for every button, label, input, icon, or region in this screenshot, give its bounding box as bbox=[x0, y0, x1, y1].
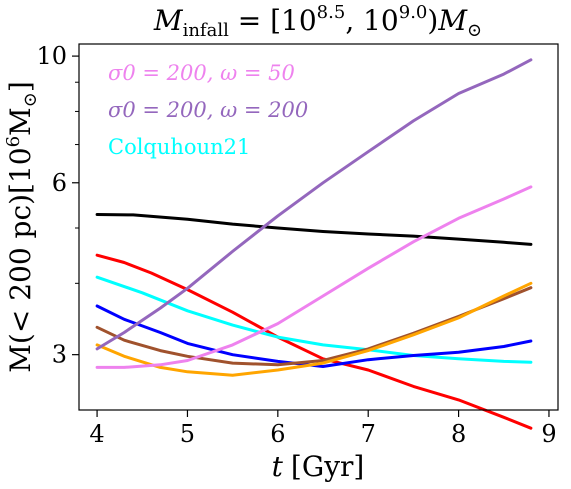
legend-entry-2: σ0 = 200, ω = 200 bbox=[108, 98, 308, 122]
chart-title: Minfall = [108.5, 109.0)M⊙ bbox=[153, 2, 482, 41]
x-axis-ticks: 4 5 6 7 8 9 bbox=[89, 410, 557, 448]
title-m2: M bbox=[437, 4, 468, 37]
legend: σ0 = 200, ω = 50 σ0 = 200, ω = 200 Colquho… bbox=[108, 61, 308, 159]
xlabel-unit: [Gyr] bbox=[291, 450, 364, 483]
ylabel-c: ] bbox=[4, 81, 37, 92]
x-tick-label: 9 bbox=[541, 420, 556, 448]
title-sun: ⊙ bbox=[467, 20, 482, 41]
svg-text:t[Gyr]: t [Gyr] bbox=[272, 450, 365, 483]
legend-entry-1: σ0 = 200, ω = 50 bbox=[108, 61, 295, 85]
ylabel-a: M(< 200 pc)[10 bbox=[4, 147, 37, 372]
x-tick-label: 7 bbox=[361, 420, 376, 448]
xlabel-var: t bbox=[272, 450, 284, 483]
x-axis-title: t [Gyr] bbox=[272, 450, 365, 483]
svg-text:Minfall = [108.5, 109.0)M⊙: Minfall = [108.5, 109.0)M⊙ bbox=[153, 2, 482, 41]
ylabel-exp: 6 bbox=[3, 136, 24, 147]
plot-frame bbox=[78, 43, 559, 411]
legend-entry-3: Colquhoun21 bbox=[108, 135, 250, 159]
title-exp1: 8.5 bbox=[317, 2, 346, 23]
svg-text:M(< 200 pc)[106M⊙]: M(< 200 pc)[106M⊙] bbox=[3, 81, 41, 373]
title-close: ) bbox=[427, 4, 438, 37]
series-line-3 bbox=[95, 275, 533, 364]
series-line-8 bbox=[95, 58, 533, 351]
series-line-7 bbox=[95, 185, 533, 369]
y-axis-ticks: 3 6 10 bbox=[36, 42, 79, 369]
title-exp2: 9.0 bbox=[399, 2, 428, 23]
ylabel-b: M bbox=[4, 107, 37, 136]
y-tick-label: 3 bbox=[52, 341, 67, 369]
x-tick-label: 8 bbox=[451, 420, 466, 448]
x-tick-label: 4 bbox=[89, 420, 104, 448]
ylabel-sun: ⊙ bbox=[20, 92, 41, 107]
y-tick-label: 10 bbox=[36, 42, 67, 70]
title-eq: = [10 bbox=[229, 4, 317, 37]
series-line-1 bbox=[95, 213, 533, 246]
y-tick-label: 6 bbox=[52, 169, 67, 197]
series-line-2 bbox=[95, 253, 533, 430]
x-tick-label: 5 bbox=[180, 420, 195, 448]
x-tick-label: 6 bbox=[270, 420, 285, 448]
title-sub: infall bbox=[183, 20, 230, 41]
title-mid: , 10 bbox=[345, 4, 398, 37]
title-m: M bbox=[153, 4, 184, 37]
series-layer bbox=[95, 58, 533, 430]
y-axis-title: M(< 200 pc)[106M⊙] bbox=[3, 81, 41, 373]
